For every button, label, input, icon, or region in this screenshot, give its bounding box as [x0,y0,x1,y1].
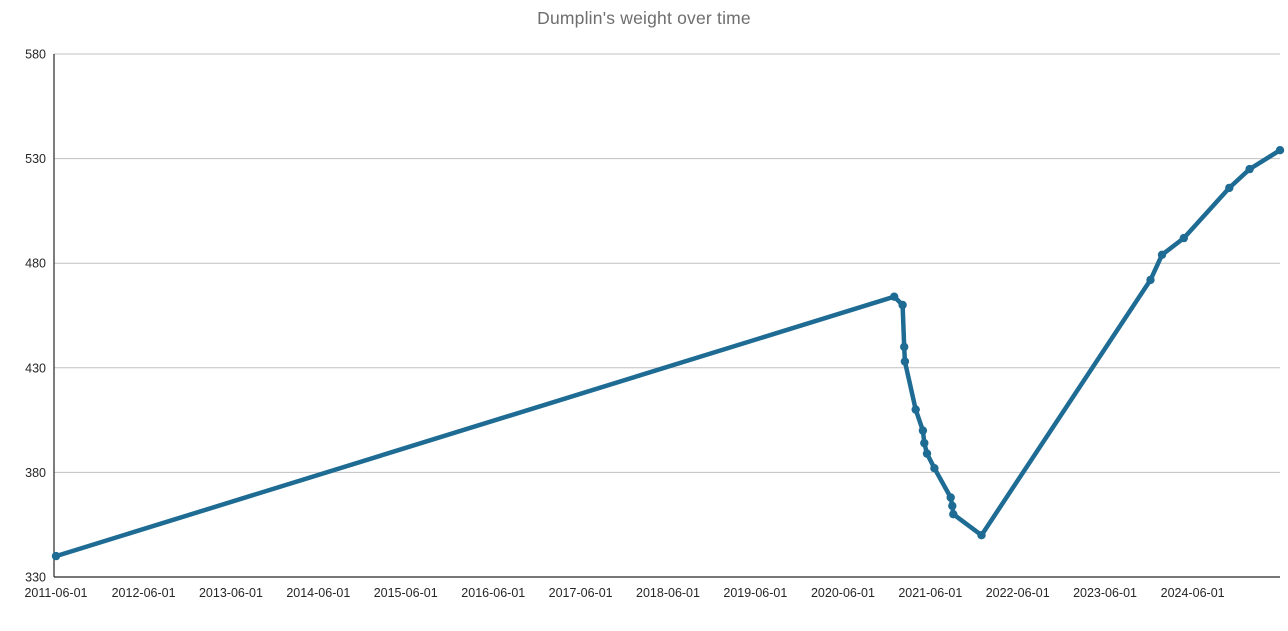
data-point [977,531,986,540]
data-point [920,438,929,448]
data-point [930,464,939,473]
y-tick-label: 330 [25,571,46,585]
x-tick-label: 2018-06-01 [636,586,700,600]
data-point [898,300,907,310]
data-point [918,426,928,435]
x-tick-label: 2016-06-01 [461,586,525,600]
x-tick-label: 2012-06-01 [112,586,176,600]
y-tick-label: 430 [25,361,46,375]
data-point [1225,183,1234,193]
data-point [948,501,957,511]
data-point [900,357,910,366]
x-tick-label: 2015-06-01 [374,586,438,600]
y-tick-label: 480 [25,257,46,271]
data-point [1275,146,1285,155]
y-tick-label: 380 [25,466,46,480]
data-point [911,405,920,414]
x-tick-label: 2020-06-01 [811,586,875,600]
data-point [890,292,899,301]
x-tick-label: 2024-06-01 [1161,586,1225,600]
data-point [946,493,955,502]
data-point [922,449,932,458]
x-tick-label: 2019-06-01 [723,586,787,600]
x-tick-label: 2011-06-01 [24,586,87,600]
y-tick-label: 580 [25,48,46,62]
data-point [1179,233,1189,243]
data-point [1146,275,1155,285]
data-point [900,342,909,352]
data-point [949,510,958,519]
y-tick-label: 530 [25,152,46,166]
data-point [51,551,61,561]
weight-line [53,147,1283,559]
x-tick-label: 2017-06-01 [549,586,613,600]
x-tick-label: 2022-06-01 [986,586,1050,600]
x-tick-label: 2014-06-01 [286,586,350,600]
x-tick-label: 2013-06-01 [199,586,263,600]
data-point [1157,250,1167,259]
chart-title: Dumplin's weight over time [537,8,751,28]
x-tick-label: 2021-06-01 [898,586,962,600]
data-point [1245,164,1254,174]
x-tick-label: 2023-06-01 [1073,586,1137,600]
